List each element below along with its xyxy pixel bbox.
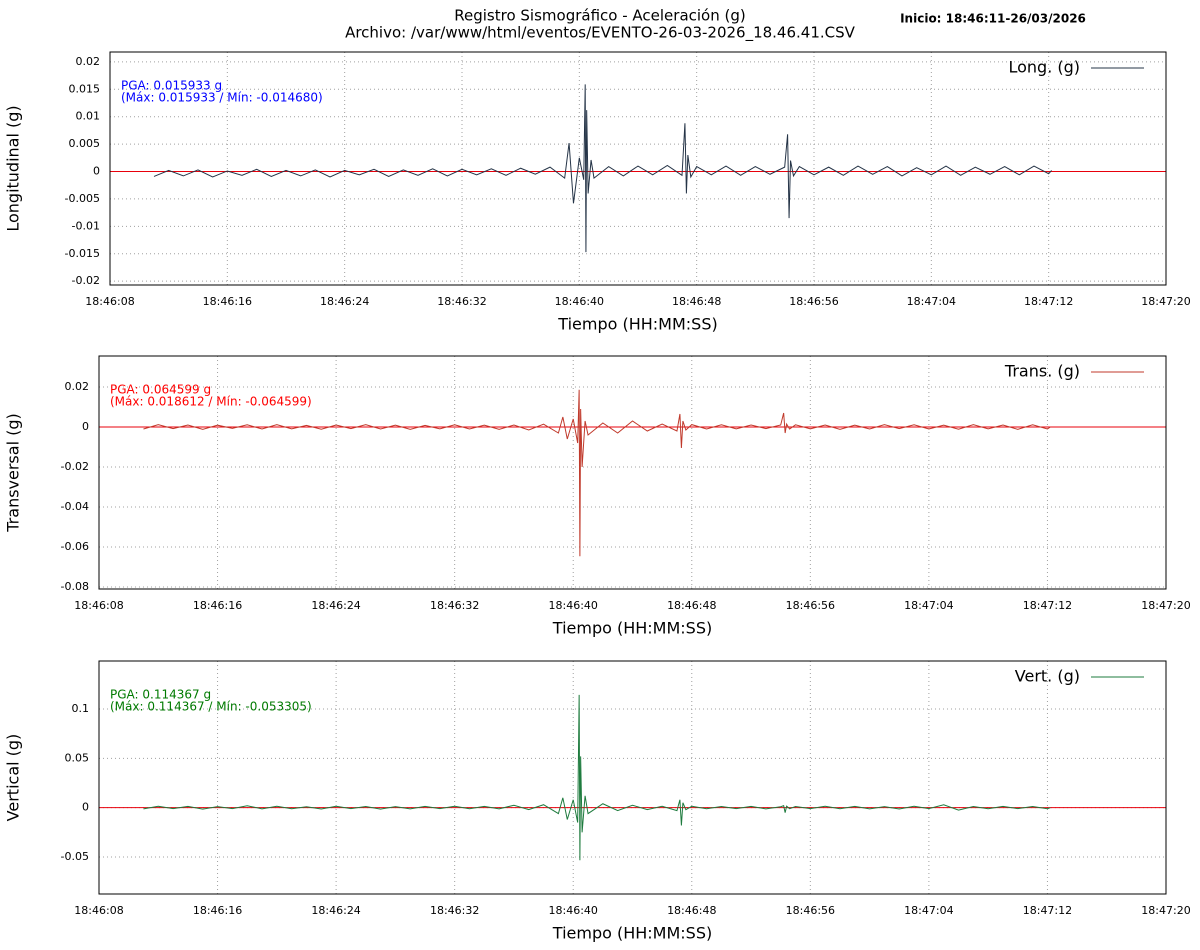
x-tick-label: 18:46:24 — [311, 599, 360, 612]
chart-subtitle: Archivo: /var/www/html/eventos/EVENTO-26… — [345, 24, 856, 43]
y-tick-label: 0.005 — [69, 137, 101, 150]
y-tick-label: 0.01 — [76, 110, 101, 123]
y-tick-label: -0.02 — [61, 460, 89, 473]
x-tick-label: 18:46:24 — [320, 295, 369, 308]
x-axis-label: Tiempo (HH:MM:SS) — [557, 315, 717, 334]
x-tick-label: 18:46:32 — [437, 295, 486, 308]
y-tick-label: 0.05 — [65, 751, 90, 764]
plot-frame — [98, 355, 1167, 590]
y-tick-label: 0.1 — [72, 702, 90, 715]
y-axis-label: Transversal (g) — [4, 413, 23, 532]
y-axis-label: Longitudinal (g) — [4, 105, 23, 231]
y-tick-label: -0.02 — [72, 274, 100, 287]
y-axis-label: Vertical (g) — [4, 734, 23, 822]
y-tick-label: -0.06 — [61, 540, 89, 553]
x-tick-label: 18:47:20 — [1141, 295, 1190, 308]
annotation: PGA: 0.064599 g — [110, 383, 211, 397]
plot-frame — [98, 660, 1167, 895]
y-tick-label: 0 — [93, 165, 100, 178]
x-tick-label: 18:46:48 — [667, 599, 716, 612]
x-tick-label: 18:46:16 — [193, 904, 242, 917]
y-tick-label: -0.05 — [61, 850, 89, 863]
x-tick-label: 18:46:08 — [85, 295, 134, 308]
x-tick-label: 18:46:08 — [74, 599, 123, 612]
y-tick-label: 0.02 — [65, 380, 90, 393]
x-tick-label: 18:46:40 — [549, 904, 598, 917]
y-tick-label: -0.005 — [65, 192, 100, 205]
x-tick-label: 18:46:48 — [667, 904, 716, 917]
series-line — [153, 84, 1052, 253]
x-axis-label: Tiempo (HH:MM:SS) — [552, 924, 712, 943]
y-tick-label: -0.015 — [65, 247, 100, 260]
series-line — [143, 694, 1051, 861]
legend-label: Trans. (g) — [1004, 362, 1080, 381]
y-tick-label: 0 — [82, 420, 89, 433]
y-tick-label: -0.01 — [72, 219, 100, 232]
x-tick-label: 18:47:04 — [904, 599, 953, 612]
y-tick-label: 0.02 — [76, 55, 101, 68]
x-tick-label: 18:47:12 — [1023, 904, 1072, 917]
x-axis-label: Tiempo (HH:MM:SS) — [552, 619, 712, 638]
annotation: PGA: 0.015933 g — [121, 79, 222, 93]
annotation: (Máx: 0.018612 / Mín: -0.064599) — [110, 395, 312, 409]
annotation: (Máx: 0.114367 / Mín: -0.053305) — [110, 700, 312, 714]
x-tick-label: 18:46:56 — [786, 599, 835, 612]
x-tick-label: 18:46:16 — [203, 295, 252, 308]
x-tick-label: 18:46:48 — [672, 295, 721, 308]
x-tick-label: 18:47:04 — [907, 295, 956, 308]
series-line — [143, 389, 1051, 557]
y-tick-label: 0 — [82, 801, 89, 814]
annotation: PGA: 0.114367 g — [110, 688, 211, 702]
annotation: (Máx: 0.015933 / Mín: -0.014680) — [121, 91, 323, 105]
x-tick-label: 18:47:20 — [1141, 904, 1190, 917]
chart-title: Registro Sismográfico - Aceleración (g) — [454, 7, 745, 25]
x-tick-label: 18:46:56 — [789, 295, 838, 308]
plot-frame — [109, 51, 1167, 286]
x-tick-label: 18:46:40 — [549, 599, 598, 612]
legend-label: Long. (g) — [1008, 58, 1080, 77]
x-tick-label: 18:46:24 — [311, 904, 360, 917]
x-tick-label: 18:46:16 — [193, 599, 242, 612]
start-time: Inicio: 18:46:11-26/03/2026 — [900, 12, 1086, 26]
x-tick-label: 18:46:32 — [430, 599, 479, 612]
y-tick-label: 0.015 — [69, 82, 101, 95]
x-tick-label: 18:47:12 — [1024, 295, 1073, 308]
x-tick-label: 18:46:56 — [786, 904, 835, 917]
y-tick-label: -0.04 — [61, 500, 89, 513]
legend-label: Vert. (g) — [1015, 667, 1080, 686]
x-tick-label: 18:47:04 — [904, 904, 953, 917]
x-tick-label: 18:46:40 — [555, 295, 604, 308]
y-tick-label: -0.08 — [61, 580, 89, 593]
x-tick-label: 18:47:12 — [1023, 599, 1072, 612]
x-tick-label: 18:47:20 — [1141, 599, 1190, 612]
x-tick-label: 18:46:08 — [74, 904, 123, 917]
x-tick-label: 18:46:32 — [430, 904, 479, 917]
